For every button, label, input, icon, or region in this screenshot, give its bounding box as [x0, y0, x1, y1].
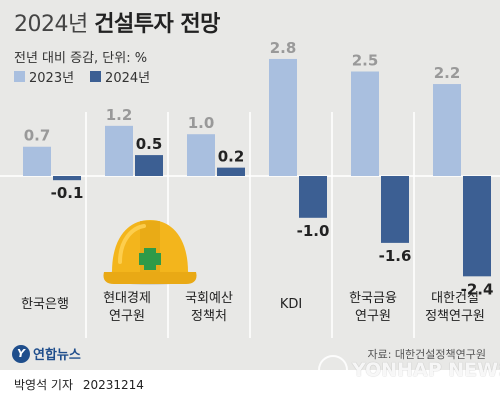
bar-2023-2: [187, 134, 215, 176]
watermark-ring-icon: [318, 355, 348, 385]
watermark-text: YONHAP NEWS: [352, 359, 500, 381]
bar-2023-3: [269, 58, 297, 176]
bar-2024-2: [217, 167, 245, 176]
category-label-2-line-1: 정책처: [191, 309, 227, 324]
data-label-2024-4: -1.6: [379, 247, 412, 265]
bar-2023-0: [23, 146, 51, 176]
data-label-2023-3: 2.8: [270, 39, 297, 57]
bar-2023-1: [105, 125, 133, 176]
bar-2024-3: [299, 176, 327, 218]
category-label-4-line-0: 한국금융: [349, 291, 397, 306]
data-label-2024-1: 0.5: [136, 135, 163, 153]
data-label-2023-5: 2.2: [434, 64, 461, 82]
yonhap-logo-icon: Y: [12, 344, 30, 363]
data-label-2023-1: 1.2: [106, 106, 133, 124]
legend-label-2024: 2024년: [105, 71, 151, 86]
bar-2024-4: [381, 176, 409, 243]
bar-2024-5: [463, 176, 491, 277]
legend-item-2024: 2024년: [90, 67, 150, 86]
data-label-2024-5: -2.4: [461, 280, 494, 298]
legend-swatch-2024: [90, 71, 102, 82]
cross-icon: [139, 248, 161, 270]
bar-2023-5: [433, 84, 461, 176]
page-title: 2024년 건설투자 전망: [14, 6, 220, 38]
data-label-2024-0: -0.1: [51, 184, 84, 202]
byline: 박영석 기자 20231214: [14, 376, 150, 393]
reporter-name: 박영석 기자: [14, 378, 74, 392]
data-label-2023-0: 0.7: [24, 127, 51, 145]
legend-item-2023: 2023년: [14, 67, 74, 86]
category-label-4-line-1: 연구원: [355, 309, 391, 324]
category-label-2-line-0: 국회예산: [185, 291, 233, 306]
agency-logo-text: 연합뉴스: [33, 348, 81, 363]
source-note: 자료: 대한건설정책연구원: [367, 348, 486, 361]
category-label-1-line-0: 현대경제: [103, 291, 151, 306]
title-year: 2024년: [14, 12, 88, 37]
data-label-2023-4: 2.5: [352, 52, 379, 70]
data-label-2024-2: 0.2: [218, 148, 245, 166]
bar-2023-4: [351, 71, 379, 176]
agency-logo: Y 연합뉴스: [12, 344, 81, 363]
legend-label-2023: 2023년: [29, 71, 75, 86]
category-label-5-line-1: 정책연구원: [425, 309, 485, 324]
bars-layer: [23, 58, 491, 277]
chart-legend: 2023년 2024년: [14, 67, 166, 86]
category-label-0-line-0: 한국은행: [21, 296, 69, 312]
hard-hat-icon: [103, 220, 197, 285]
bar-2024-1: [135, 155, 163, 176]
category-label-5-line-0: 대한건설: [431, 291, 479, 306]
category-label-3-line-0: KDI: [280, 297, 302, 312]
title-main: 건설투자 전망: [94, 12, 220, 37]
publish-date: 20231214: [82, 378, 144, 392]
chart-subtitle: 전년 대비 증감, 단위: %: [14, 51, 148, 66]
data-label-2023-2: 1.0: [188, 114, 215, 132]
bar-2024-0: [53, 176, 81, 181]
category-label-1-line-1: 연구원: [109, 309, 145, 324]
watermark: YONHAP NEWS: [318, 355, 500, 385]
data-label-2024-3: -1.0: [297, 222, 330, 240]
legend-swatch-2023: [14, 71, 25, 82]
